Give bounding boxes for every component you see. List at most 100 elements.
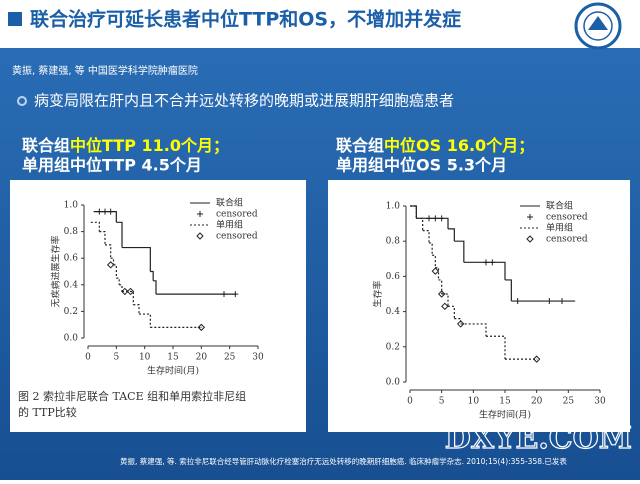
curve-step [119,284,123,292]
curve-step [113,264,117,279]
censor-mark [106,261,115,269]
legend-mark [527,214,533,220]
censor-mark [107,208,114,215]
legend-label: 联合组 [216,197,243,209]
x-tick-label: 25 [563,397,575,407]
censor-mark [514,298,521,305]
censor-mark [437,290,446,298]
x-tick-label: 30 [594,397,606,407]
headline-part: 联合组 [336,136,384,155]
x-tick-label: 0 [85,353,91,363]
y-tick-label: 1.0 [386,202,401,212]
censor-mark [559,298,565,305]
legend-mark [197,211,203,217]
curve-step [122,246,151,272]
curve-step [122,290,134,305]
censor-mark [121,287,129,296]
legend-label: censored [216,210,258,220]
y-axis-label: 无疾病进展生存率 [50,235,62,307]
legend-mark [196,232,204,240]
watermark: DXYE.COM [445,421,632,456]
bullet-dot [17,96,27,106]
curve-step [432,254,436,268]
censor-mark [432,215,439,222]
censor-mark [232,291,239,298]
y-tick-label: 1.0 [64,201,79,211]
legend-label: censored [216,232,258,242]
logo [574,2,622,50]
x-axis-label: 生存时间(月) [147,365,199,377]
authors: 黄振, 蔡建强, 等 中国医学科学院肿瘤医院 [12,64,198,77]
title-icon [8,12,22,26]
curve-step [105,244,112,259]
legend-label: censored [546,213,588,223]
curve-step [429,242,433,256]
y-tick-label: 0.8 [386,237,401,247]
title: 联合治疗可延长患者中位TTP和OS，不增加并发症 [30,8,461,31]
headline: 联合组中位OS 16.0个月； [336,136,534,155]
censor-mark [438,215,445,222]
y-tick-label: 0.4 [386,307,401,317]
curve-step [133,304,140,315]
headline: 联合组中位TTP 11.0个月； [22,136,229,155]
legend-label: censored [546,235,588,245]
legend-label: 单用组 [216,219,243,231]
caption: 的 TTP比较 [18,405,77,419]
y-tick-label: 0.2 [386,342,400,352]
legend-label: 单用组 [546,222,573,234]
curve-step [153,280,157,295]
header-band [0,0,640,48]
x-tick-label: 10 [139,353,151,363]
curve-step [454,240,465,263]
headline-highlight: 中位OS 16.0个月； [384,136,534,155]
x-tick-label: 10 [468,397,480,407]
curve-step [460,323,487,337]
x-tick-label: 20 [531,397,543,407]
bullet: 病变局限在肝内且不合并远处转移的晚期或进展期肝细胞癌患者 [34,92,454,110]
censor-mark [489,259,496,266]
caption: 图 2 索拉非尼联合 TACE 组和单用索拉非尼组 [18,389,246,403]
x-tick-label: 5 [439,397,445,407]
x-tick-label: 15 [499,397,511,407]
censor-mark [532,355,541,363]
curve-step [435,267,440,280]
censor-mark [546,298,553,305]
censor-mark [456,320,465,328]
curve-step [410,205,417,219]
y-tick-label: 0.2 [64,307,78,317]
curve-step [505,279,512,302]
x-tick-label: 30 [252,353,264,363]
chart: 0.0 0.2 0.4 0.6 0.8 1.0 0 5 10 15 20 25 30 生存时间(月) 生存率… [372,200,606,421]
x-tick-label: 15 [167,353,179,363]
x-tick-label: 0 [407,397,413,407]
censor-mark [441,302,449,311]
curve-step [438,279,443,294]
legend-label: 联合组 [546,200,573,212]
curve-step [448,228,455,242]
censor-mark [431,267,440,275]
headline-highlight: 中位TTP 11.0个月； [70,136,229,155]
curve-step [90,221,100,232]
curve-step [99,231,106,245]
curve-step [116,277,120,285]
censor-mark [96,208,103,215]
headline: 单用组中位OS 5.3个月 [336,156,507,175]
headline: 单用组中位TTP 4.5个月 [22,156,202,175]
y-tick-label: 0.4 [64,280,79,290]
y-tick-label: 0.8 [64,227,79,237]
censor-mark [483,259,489,266]
censor-mark [102,208,108,215]
footer: 黄振, 蔡建强, 等. 索拉非尼联合经导管肝动脉化疗栓塞治疗无远处转移的晚期肝细… [120,456,567,466]
y-axis-label: 生存率 [372,280,384,307]
censor-mark [126,287,135,296]
y-tick-label: 0.0 [64,334,79,344]
legend-mark [526,235,534,243]
curve-step [116,221,123,248]
x-tick-label: 25 [224,353,236,363]
y-tick-label: 0.6 [64,254,79,264]
curve-step [454,318,462,324]
x-tick-label: 20 [196,353,208,363]
censor-mark [426,215,432,222]
curve-step [150,270,154,281]
